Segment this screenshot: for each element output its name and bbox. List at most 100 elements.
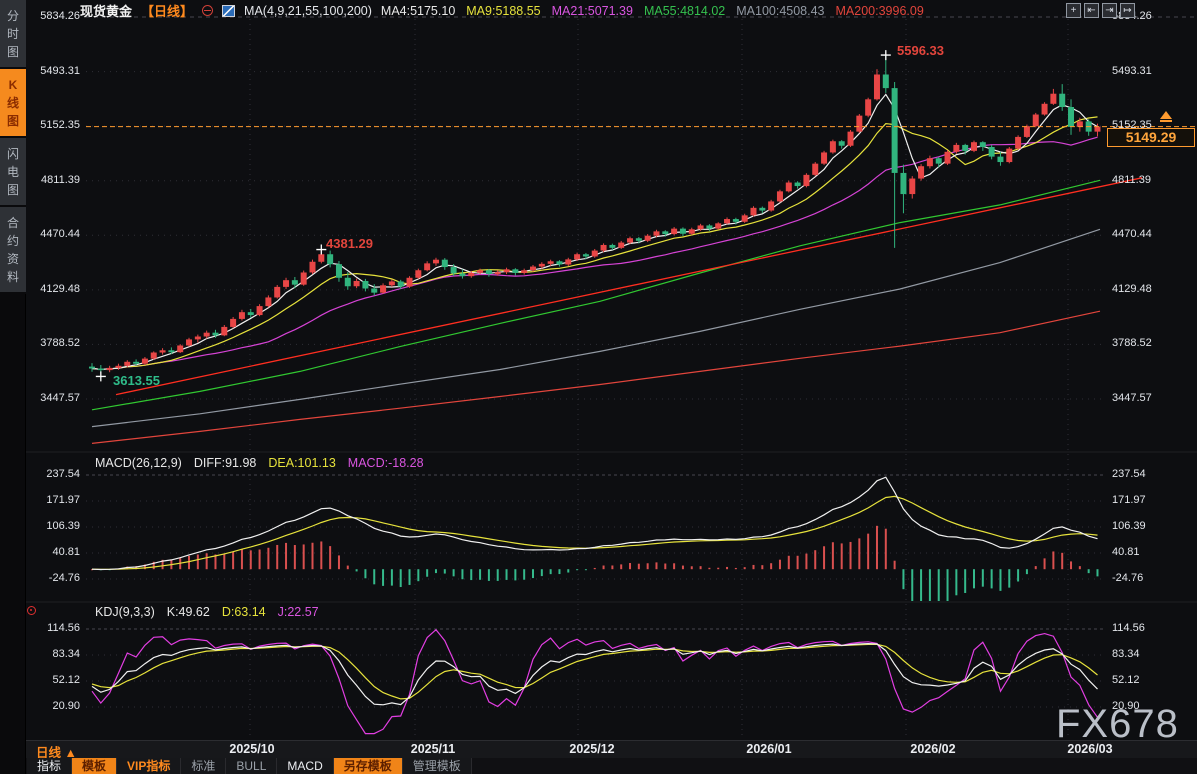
kdj-tick-label: 52.12 (1112, 674, 1140, 686)
chart-header: 现货黄金 【日线】 MA(4,9,21,55,100,200) MA4:5175… (80, 2, 924, 20)
toolbar-item-7[interactable]: 另存模板 (333, 758, 403, 774)
x-axis-month-label: 2026/03 (1067, 742, 1113, 756)
kdj-tick-label: 20.90 (1112, 700, 1140, 712)
kdj-d-value: D:63.14 (221, 605, 266, 619)
sidebar-tab-char: 图 (6, 45, 19, 59)
price-tick-label: 4811.39 (41, 173, 80, 186)
toolbar-item-6[interactable]: MACD (277, 758, 334, 774)
x-axis-row: 日线 ▲ 2025/10 2025/11 2025/12 2026/01 2026/02… (0, 740, 1197, 760)
ma-group-label: MA(4,9,21,55,100,200) (244, 3, 372, 18)
toolbar-item-5[interactable]: BULL (226, 758, 278, 774)
ma-values: MA4:5175.10 MA9:5188.55 MA21:5071.39 MA55:4… (381, 4, 924, 18)
toolbar-item-2[interactable]: 模板 (72, 758, 118, 774)
grid-layer (86, 14, 1195, 738)
sidebar-tab-char: 分 (6, 9, 19, 23)
macd-tick-label: 237.54 (1112, 468, 1146, 480)
sidebar-tab-char: 料 (6, 270, 19, 284)
pan-icon[interactable]: + (1066, 3, 1081, 18)
x-axis-month-label: 2026/02 (910, 742, 956, 756)
macd-panel-header: MACD(26,12,9) DIFF:91.98 DEA:101.13 MACD… (95, 456, 424, 470)
macd-tick-label: 171.97 (1112, 494, 1146, 506)
price-tick-label: 5493.31 (1112, 64, 1152, 77)
last-price-badge: 5149.29 (1107, 128, 1195, 147)
swing-low-annotation: 3613.55 (113, 373, 160, 388)
sidebar-tab-char: 时 (6, 27, 19, 41)
sidebar-tab-char: 线 (6, 96, 19, 110)
bottom-toolbar: 指标 模板 VIP指标 标准 BULL MACD 另存模板 管理模板 (0, 758, 1197, 774)
price-tick-label: 4470.44 (1112, 228, 1152, 241)
price-tick-label: 5493.31 (40, 64, 80, 77)
macd-tick-label: -24.76 (1112, 572, 1144, 584)
price-tick-label: 4129.48 (40, 282, 80, 295)
kdj-j-value: J:22.57 (277, 605, 319, 619)
kdj-tick-label: 20.90 (52, 700, 80, 712)
price-tick-label: 3788.52 (1112, 337, 1152, 350)
macd-diff-value: DIFF:91.98 (193, 456, 257, 470)
x-axis-month-label: 2026/01 (746, 742, 792, 756)
kdj-settings-icon[interactable] (27, 606, 36, 615)
price-tick-label: 4129.48 (1112, 282, 1152, 295)
sidebar-tab-char: 闪 (6, 147, 19, 161)
ma-value-label-4: MA55:4814.02 (643, 3, 726, 18)
sidebar-tab-1[interactable]: 分时图 (0, 0, 26, 69)
ma-value-label-5: MA100:4508.43 (736, 3, 825, 18)
macd-tick-label: 40.81 (52, 546, 80, 558)
sidebar-tab-char: 电 (6, 165, 19, 179)
toolbar-item-8[interactable]: 管理模板 (402, 758, 472, 774)
x-axis-month-label: 2025/10 (229, 742, 275, 756)
macd-tick-label: 171.97 (46, 494, 80, 506)
period-selector[interactable]: 日线 ▲ (36, 746, 77, 760)
window-toolbar: + ⇤ ⇥ ↦ (1066, 3, 1135, 18)
kdj-k-value: K:49.62 (166, 605, 210, 619)
scroll-left-icon[interactable]: ⇤ (1084, 3, 1099, 18)
macd-layer (91, 476, 1099, 601)
x-axis-month-label: 2025/11 (410, 742, 456, 756)
kdj-title: KDJ(9,3,3) (95, 605, 155, 619)
kline-style-icon[interactable] (222, 4, 236, 17)
macd-tick-label: 237.54 (46, 468, 80, 480)
sidebar-tab-char: 图 (6, 183, 19, 197)
toolbar-item-1[interactable]: 指标 (27, 758, 73, 774)
price-tick-label: 5834.26 (40, 10, 80, 22)
price-tick-label: 3447.57 (1112, 392, 1152, 404)
candles-layer (89, 55, 1101, 373)
kdj-panel-header: KDJ(9,3,3) K:49.62 D:63.14 J:22.57 (95, 605, 319, 619)
price-tick-label: 5152.35 (40, 119, 80, 132)
symbol-title: 现货黄金 (80, 4, 133, 19)
jump-latest-icon[interactable]: ↦ (1120, 3, 1135, 18)
toolbar-item-4[interactable]: 标准 (181, 758, 227, 774)
price-tick-label: 3788.52 (40, 337, 80, 350)
price-tick-label: 3447.57 (40, 392, 80, 404)
swing-high-annotation: 4381.29 (326, 236, 373, 251)
left-price-axis: 5834.26 5493.31 5152.35 4811.39 4470.44 4129.… (28, 0, 82, 774)
sidebar-tab-char: 资 (6, 252, 19, 266)
kdj-tick-label: 52.12 (52, 674, 80, 686)
macd-value: MACD:-18.28 (347, 456, 424, 470)
indicator-settings-icon[interactable] (202, 5, 214, 16)
peak-price-annotation: 5596.33 (897, 43, 944, 58)
kdj-layer (91, 628, 1098, 735)
kdj-tick-label: 83.34 (1112, 648, 1140, 660)
annotation-markers-layer (95, 50, 891, 382)
sidebar-tab-4[interactable]: 合约资料 (0, 207, 26, 294)
macd-tick-label: -24.76 (48, 572, 80, 584)
latest-price-marker-icon[interactable] (1160, 111, 1172, 122)
ma-value-label-1: MA4:5175.10 (380, 3, 456, 18)
sidebar-tab-3[interactable]: 闪电图 (0, 138, 26, 207)
scroll-right-icon[interactable]: ⇥ (1102, 3, 1117, 18)
macd-title: MACD(26,12,9) (95, 456, 182, 470)
ma-value-label-3: MA21:5071.39 (551, 3, 633, 18)
sidebar-tab-char: 合 (6, 216, 19, 230)
sidebar-tab-char: 约 (6, 234, 19, 248)
period-tag[interactable]: 【日线】 (141, 4, 194, 19)
x-axis-month-label: 2025/12 (569, 742, 615, 756)
sidebar-tab-char: K (8, 78, 18, 92)
right-price-axis: 5834.265493.315152.354811.394470.444129.… (1110, 0, 1194, 774)
toolbar-item-3[interactable]: VIP指标 (117, 758, 182, 774)
price-tick-label: 4811.39 (1112, 173, 1151, 186)
macd-dea-value: DEA:101.13 (268, 456, 336, 470)
kdj-tick-label: 114.56 (47, 622, 80, 634)
